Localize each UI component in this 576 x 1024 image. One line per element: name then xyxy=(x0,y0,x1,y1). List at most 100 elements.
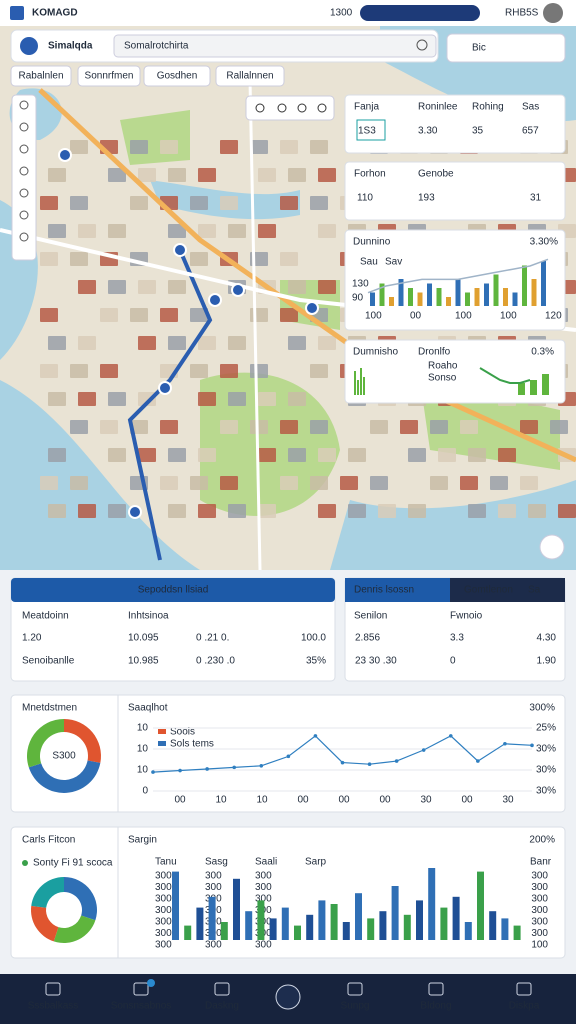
nav-icon[interactable] xyxy=(347,982,363,996)
legend-item: Soois xyxy=(170,727,195,738)
bar xyxy=(501,918,509,940)
nav-icon[interactable] xyxy=(133,982,149,996)
tab[interactable] xyxy=(10,65,72,87)
map-tool-icon[interactable] xyxy=(19,188,29,198)
map-pin[interactable] xyxy=(208,293,222,307)
locate-button[interactable] xyxy=(539,534,565,560)
tab-label[interactable]: Sonnrfmen xyxy=(85,71,134,82)
building xyxy=(70,140,88,154)
bar xyxy=(512,292,518,306)
panel-tab[interactable] xyxy=(450,578,565,602)
building xyxy=(160,420,178,434)
building xyxy=(198,224,216,238)
tab[interactable] xyxy=(77,65,141,87)
building xyxy=(550,420,568,434)
tab-label[interactable]: Gosdhen xyxy=(157,71,198,82)
map-tool-icon[interactable] xyxy=(19,210,29,220)
map-tool-icon[interactable] xyxy=(19,166,29,176)
bar xyxy=(172,871,179,940)
bar xyxy=(464,922,472,940)
map-pin[interactable] xyxy=(128,505,142,519)
nav-label[interactable]: Diskpa xyxy=(509,1001,540,1012)
y2-tick-label: 100 xyxy=(531,940,548,951)
map-tool-icon[interactable] xyxy=(19,144,29,154)
tab-label[interactable]: Rabalnlen xyxy=(18,71,63,82)
toolbar-icon[interactable] xyxy=(297,103,307,113)
legend-item: Sau xyxy=(360,257,378,268)
nav-center-button[interactable] xyxy=(275,984,301,1010)
panel-cell: 0 .21 0. xyxy=(196,633,229,644)
y2-tick-label: 300 xyxy=(531,894,548,905)
tab[interactable] xyxy=(143,65,211,87)
bar xyxy=(379,283,385,306)
nav-label[interactable]: Sonsnsabnos xyxy=(111,1001,172,1012)
map-pin[interactable] xyxy=(58,148,72,162)
nav-label[interactable]: Daskng xyxy=(205,1001,239,1012)
map-pin[interactable] xyxy=(158,381,172,395)
building xyxy=(168,336,186,350)
legend-dot xyxy=(22,860,28,866)
y2-tick-label: 300 xyxy=(531,928,548,939)
toolbar-icon[interactable] xyxy=(255,103,265,113)
card-title: Saaqlhot xyxy=(128,703,168,714)
nav-label[interactable]: Sunpg xyxy=(341,1001,370,1012)
map-tool-icon[interactable] xyxy=(19,122,29,132)
panel-cell: 0 xyxy=(450,656,456,667)
y-tick-label: 300 xyxy=(205,882,222,893)
header-button-label[interactable]: Bic xyxy=(472,43,486,54)
search-text[interactable]: Somalrotchirta xyxy=(124,41,189,52)
nav-icon[interactable] xyxy=(45,982,61,996)
building xyxy=(258,504,276,518)
bar xyxy=(503,288,508,306)
bar xyxy=(436,288,442,306)
donut-slice xyxy=(28,760,101,793)
map-pin[interactable] xyxy=(173,243,187,257)
donut-center: S300 xyxy=(52,751,76,762)
search-box[interactable] xyxy=(113,34,437,58)
panel-tab-label[interactable]: Sa xyxy=(528,585,541,596)
legend-item: Roaho xyxy=(428,361,458,372)
nav-icon[interactable] xyxy=(516,982,532,996)
building xyxy=(348,448,366,462)
panel-tab-label[interactable]: Gomtlenon xyxy=(464,585,513,596)
bar xyxy=(330,904,338,940)
building xyxy=(198,336,216,350)
building xyxy=(40,196,58,210)
building xyxy=(168,448,186,462)
line-point xyxy=(340,760,345,765)
nav-label[interactable]: Bldong xyxy=(420,1001,451,1012)
y2-tick-label: 300 xyxy=(531,917,548,928)
bar xyxy=(257,900,265,940)
tab-label[interactable]: Rallalnnen xyxy=(226,71,273,82)
line-point xyxy=(394,759,399,763)
panel-tab-label[interactable]: Denris lsossn xyxy=(354,585,414,596)
stat-value: 3.30 xyxy=(418,126,438,137)
donut-slice xyxy=(27,719,65,768)
building xyxy=(228,224,246,238)
x-tick-label: 100 xyxy=(500,311,517,322)
bar xyxy=(398,279,404,306)
bar xyxy=(455,279,461,306)
building xyxy=(400,420,418,434)
bar xyxy=(220,922,228,940)
nav-icon[interactable] xyxy=(214,982,230,996)
map-tool-icon[interactable] xyxy=(19,232,29,242)
line-point xyxy=(421,748,426,752)
header-button[interactable] xyxy=(446,33,566,63)
building xyxy=(498,448,516,462)
nav-label[interactable]: Sssbalkass xyxy=(28,1001,79,1012)
building xyxy=(460,420,478,434)
map-pin[interactable] xyxy=(305,301,319,315)
tab[interactable] xyxy=(215,65,285,87)
trend-line xyxy=(367,258,549,294)
road xyxy=(38,88,576,463)
toolbar-icon[interactable] xyxy=(277,103,287,113)
avatar[interactable] xyxy=(543,3,563,23)
panel-tab[interactable] xyxy=(345,578,450,602)
toolbar-icon[interactable] xyxy=(317,103,327,113)
building xyxy=(108,280,126,294)
map-tool-icon[interactable] xyxy=(19,100,29,110)
map-pin[interactable] xyxy=(231,283,245,297)
nav-icon[interactable] xyxy=(428,982,444,996)
